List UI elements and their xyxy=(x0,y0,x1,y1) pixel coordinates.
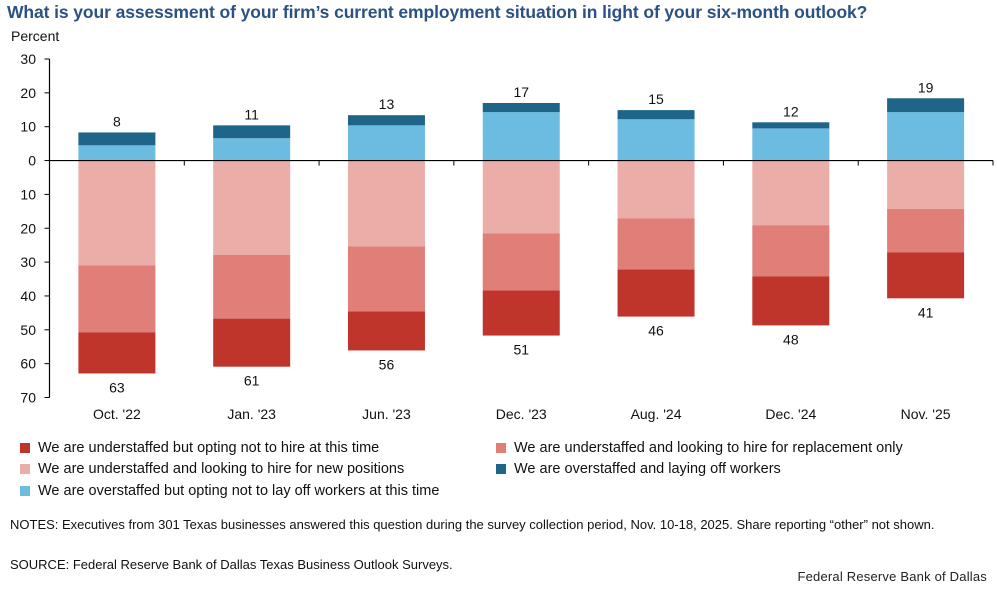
bar-segment-0-3 xyxy=(482,160,560,234)
x-tick-label: Jan. '23 xyxy=(227,406,276,422)
top-total-label: 11 xyxy=(244,106,259,122)
bar-segment-2-4 xyxy=(617,269,695,317)
bar-segment-0-0 xyxy=(78,160,156,266)
bar-segment-0-4 xyxy=(617,160,695,219)
bar-segment-3-0 xyxy=(78,145,156,161)
legend-swatch xyxy=(20,443,30,453)
y-tick-label: 30 xyxy=(20,51,36,67)
bar-segment-3-3 xyxy=(482,112,560,161)
bars-group xyxy=(78,98,965,374)
source: SOURCE: Federal Reserve Bank of Dallas T… xyxy=(10,557,453,572)
bar-segment-4-5 xyxy=(752,122,830,129)
bar-segment-3-4 xyxy=(617,119,695,161)
y-tick-label: 10 xyxy=(20,186,36,202)
bar-segment-1-6 xyxy=(887,208,965,253)
legend-swatch xyxy=(20,486,30,496)
brand-logo-text: Federal Reserve Bank of Dallas xyxy=(797,569,987,584)
bar-segment-3-2 xyxy=(347,125,425,161)
legend-label: We are understaffed and looking to hire … xyxy=(38,461,405,477)
bottom-total-label: 46 xyxy=(648,323,664,339)
bottom-total-label: 41 xyxy=(918,304,934,320)
y-tick-label: 0 xyxy=(28,153,36,169)
legend-swatch xyxy=(496,443,506,453)
y-tick-label: 70 xyxy=(20,390,36,406)
bar-segment-2-5 xyxy=(752,276,830,326)
x-tick-label: Jun. '23 xyxy=(362,406,411,422)
x-tick-label: Dec. '24 xyxy=(765,406,816,422)
bottom-total-label: 63 xyxy=(109,379,125,395)
bar-segment-1-5 xyxy=(752,225,830,277)
bottom-total-label: 61 xyxy=(244,373,260,389)
bottom-total-label: 48 xyxy=(783,331,799,347)
legend-item-not-laying-off: We are overstaffed but opting not to lay… xyxy=(20,483,439,499)
y-tick-label: 10 xyxy=(20,119,36,135)
x-tick-label: Dec. '23 xyxy=(496,406,547,422)
notes: NOTES: Executives from 301 Texas busines… xyxy=(10,517,935,532)
legend-item-not-hiring: We are understaffed but opting not to hi… xyxy=(20,440,379,456)
top-total-label: 17 xyxy=(513,84,529,100)
legend-swatch xyxy=(496,464,506,474)
legend-item-laying-off: We are overstaffed and laying off worker… xyxy=(496,461,781,477)
bar-segment-4-4 xyxy=(617,110,695,120)
y-tick-label: 60 xyxy=(20,356,36,372)
legend-label: We are overstaffed and laying off worker… xyxy=(514,461,781,477)
bar-segment-2-1 xyxy=(213,318,291,367)
y-tick-label: 20 xyxy=(20,220,36,236)
bar-segment-3-6 xyxy=(887,112,965,161)
legend-label: We are understaffed and looking to hire … xyxy=(514,440,903,456)
legend-label: We are overstaffed but opting not to lay… xyxy=(38,483,440,499)
bar-segment-1-3 xyxy=(482,233,560,291)
bar-segment-4-2 xyxy=(347,115,425,126)
top-total-label: 8 xyxy=(113,113,121,129)
y-axis-label: Percent xyxy=(11,28,60,44)
bar-segment-4-0 xyxy=(78,132,156,146)
bar-segment-2-2 xyxy=(347,311,425,351)
x-tick-label: Aug. '24 xyxy=(631,406,682,422)
y-tick-label: 50 xyxy=(20,322,36,338)
bar-segment-1-0 xyxy=(78,265,156,333)
y-tick-label: 40 xyxy=(20,288,36,304)
bottom-total-label: 56 xyxy=(379,356,395,372)
top-total-label: 15 xyxy=(648,91,664,107)
x-tick-label: Oct. '22 xyxy=(93,406,141,422)
legend-swatch xyxy=(20,464,30,474)
legend-label: We are understaffed but opting not to hi… xyxy=(38,440,380,456)
bar-segment-3-5 xyxy=(752,128,830,161)
bar-segment-4-1 xyxy=(213,125,291,139)
labels-group: 8 63 Oct. '22 11 61 Jan. '23 13 56 Jun. '23 17 51 D… xyxy=(93,79,951,422)
bar-segment-0-2 xyxy=(347,160,425,247)
top-total-label: 12 xyxy=(783,103,799,119)
y-tick-label: 20 xyxy=(20,85,36,101)
top-total-label: 13 xyxy=(379,96,395,112)
axes-group: 30 20 10 0 10 20 30 40 50 60 70 xyxy=(20,51,994,406)
chart-plot: 30 20 10 0 10 20 30 40 50 60 70 8 63 Oct. '22 11 61 Jan… xyxy=(20,51,994,422)
bar-segment-0-5 xyxy=(752,160,830,226)
bottom-total-label: 51 xyxy=(513,342,529,358)
bar-segment-0-1 xyxy=(213,160,291,255)
x-tick-label: Nov. '25 xyxy=(901,406,951,422)
y-tick-label: 30 xyxy=(20,254,36,270)
bar-segment-2-3 xyxy=(482,290,560,336)
bar-segment-2-0 xyxy=(78,332,156,374)
bar-segment-1-4 xyxy=(617,218,695,270)
bar-segment-1-2 xyxy=(347,246,425,312)
legend-item-replacement: We are understaffed and looking to hire … xyxy=(496,440,903,456)
bar-segment-1-1 xyxy=(213,254,291,319)
chart-title: What is your assessment of your firm’s c… xyxy=(7,2,868,22)
bar-segment-3-1 xyxy=(213,138,291,161)
bar-segment-0-6 xyxy=(887,160,965,209)
bar-segment-4-6 xyxy=(887,98,965,113)
top-total-label: 19 xyxy=(918,79,934,95)
bar-segment-4-3 xyxy=(482,103,560,113)
legend-item-new-positions: We are understaffed and looking to hire … xyxy=(20,461,404,477)
bar-segment-2-6 xyxy=(887,252,965,299)
